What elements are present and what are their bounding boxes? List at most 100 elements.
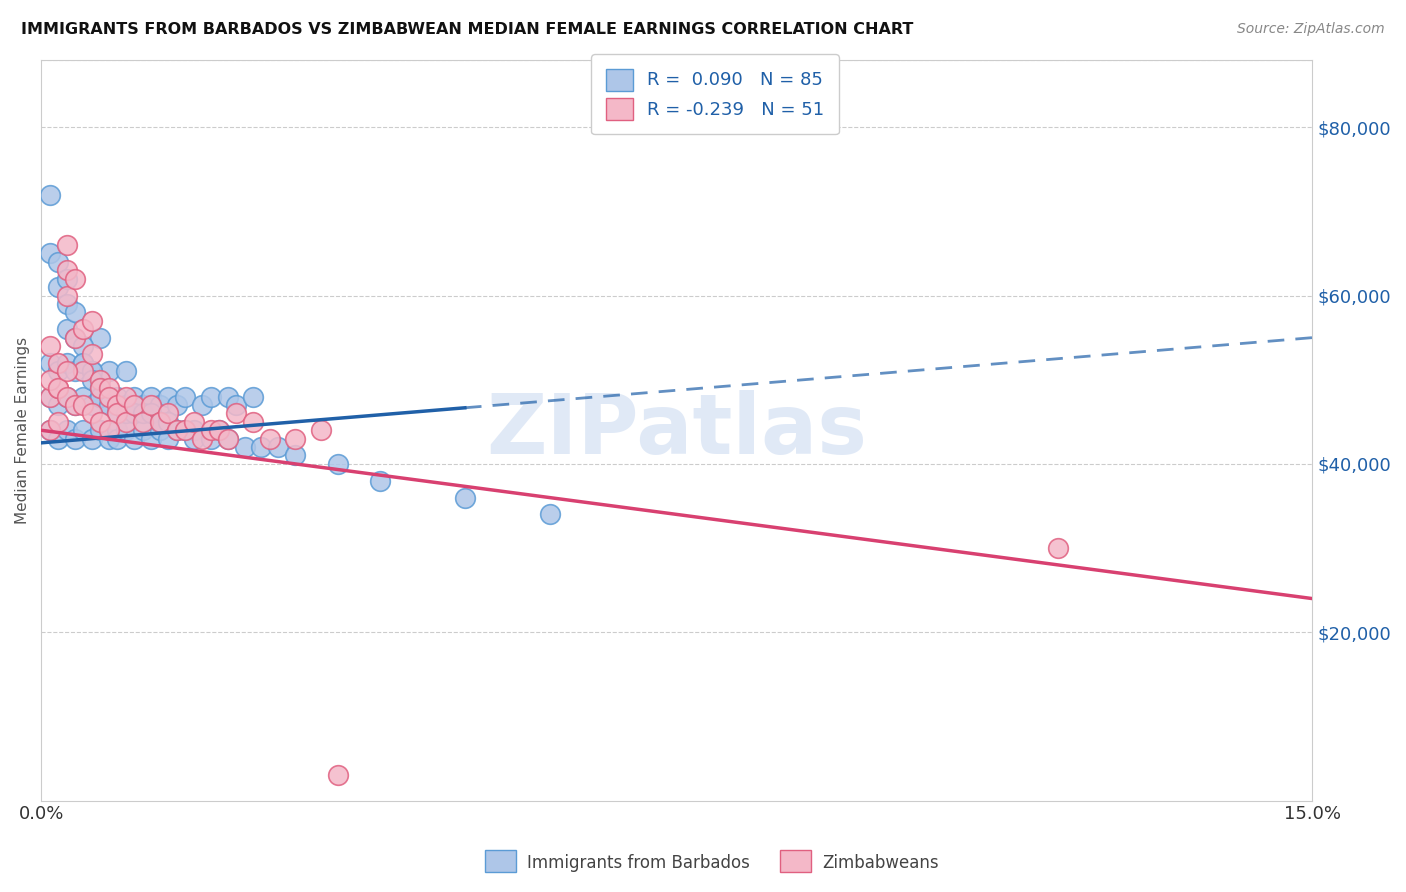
- Point: [115, 390, 138, 404]
- Point: [183, 415, 205, 429]
- Point: [284, 432, 307, 446]
- Point: [63, 398, 86, 412]
- Point: [141, 406, 163, 420]
- Point: [200, 390, 222, 404]
- Point: [174, 423, 197, 437]
- Point: [242, 415, 264, 429]
- Point: [46, 398, 69, 412]
- Point: [46, 381, 69, 395]
- Point: [63, 271, 86, 285]
- Point: [208, 423, 231, 437]
- Point: [141, 432, 163, 446]
- Point: [105, 423, 128, 437]
- Point: [157, 390, 180, 404]
- Point: [38, 187, 60, 202]
- Point: [55, 271, 77, 285]
- Point: [105, 398, 128, 412]
- Point: [46, 356, 69, 370]
- Point: [46, 255, 69, 269]
- Point: [89, 381, 111, 395]
- Point: [46, 415, 69, 429]
- Point: [200, 432, 222, 446]
- Point: [55, 297, 77, 311]
- Point: [63, 432, 86, 446]
- Point: [55, 356, 77, 370]
- Point: [80, 373, 103, 387]
- Point: [38, 356, 60, 370]
- Point: [55, 423, 77, 437]
- Point: [89, 331, 111, 345]
- Point: [326, 457, 349, 471]
- Point: [538, 508, 561, 522]
- Point: [55, 238, 77, 252]
- Point: [149, 415, 172, 429]
- Point: [233, 440, 256, 454]
- Point: [55, 364, 77, 378]
- Point: [38, 373, 60, 387]
- Point: [97, 432, 120, 446]
- Point: [115, 406, 138, 420]
- Point: [63, 364, 86, 378]
- Point: [217, 432, 239, 446]
- Point: [72, 390, 94, 404]
- Point: [1047, 541, 1070, 555]
- Point: [55, 322, 77, 336]
- Point: [63, 331, 86, 345]
- Point: [191, 398, 214, 412]
- Point: [174, 390, 197, 404]
- Point: [97, 398, 120, 412]
- Point: [132, 406, 155, 420]
- Point: [132, 423, 155, 437]
- Point: [115, 398, 138, 412]
- Point: [105, 432, 128, 446]
- Point: [89, 415, 111, 429]
- Point: [80, 364, 103, 378]
- Point: [259, 432, 281, 446]
- Point: [72, 356, 94, 370]
- Point: [166, 423, 188, 437]
- Text: IMMIGRANTS FROM BARBADOS VS ZIMBABWEAN MEDIAN FEMALE EARNINGS CORRELATION CHART: IMMIGRANTS FROM BARBADOS VS ZIMBABWEAN M…: [21, 22, 914, 37]
- Text: Source: ZipAtlas.com: Source: ZipAtlas.com: [1237, 22, 1385, 37]
- Point: [157, 406, 180, 420]
- Point: [191, 432, 214, 446]
- Point: [141, 390, 163, 404]
- Point: [80, 432, 103, 446]
- Point: [326, 768, 349, 782]
- Point: [72, 398, 94, 412]
- Point: [89, 390, 111, 404]
- Point: [72, 322, 94, 336]
- Point: [38, 423, 60, 437]
- Point: [80, 398, 103, 412]
- Point: [454, 491, 477, 505]
- Point: [46, 364, 69, 378]
- Point: [124, 406, 146, 420]
- Point: [38, 339, 60, 353]
- Point: [46, 432, 69, 446]
- Text: Immigrants from Barbados: Immigrants from Barbados: [527, 855, 751, 872]
- Point: [38, 246, 60, 260]
- Point: [46, 280, 69, 294]
- Point: [174, 423, 197, 437]
- Point: [89, 423, 111, 437]
- Point: [124, 398, 146, 412]
- Point: [132, 398, 155, 412]
- Point: [105, 390, 128, 404]
- Point: [115, 364, 138, 378]
- Point: [115, 423, 138, 437]
- Point: [124, 390, 146, 404]
- Point: [225, 406, 247, 420]
- Point: [124, 432, 146, 446]
- Point: [55, 263, 77, 277]
- Point: [72, 356, 94, 370]
- Point: [149, 398, 172, 412]
- Point: [38, 390, 60, 404]
- Point: [105, 406, 128, 420]
- Point: [115, 415, 138, 429]
- Point: [97, 423, 120, 437]
- Point: [72, 364, 94, 378]
- Point: [183, 423, 205, 437]
- Point: [80, 406, 103, 420]
- Point: [157, 432, 180, 446]
- Point: [132, 415, 155, 429]
- Point: [166, 423, 188, 437]
